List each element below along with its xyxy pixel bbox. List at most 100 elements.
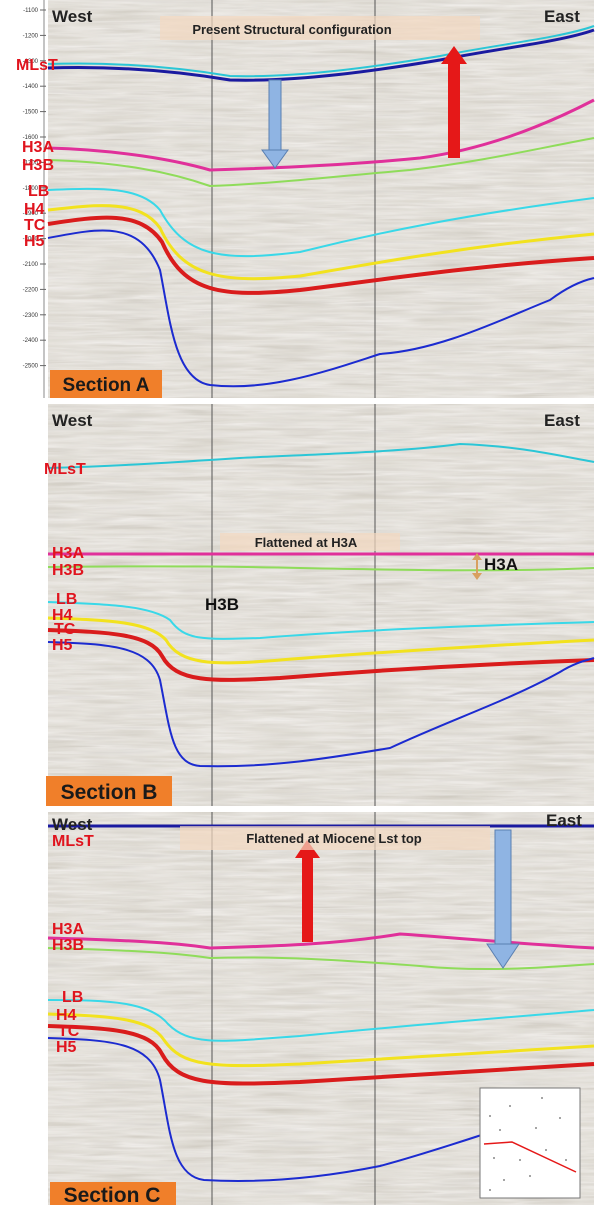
- horizon-label: LB: [62, 989, 83, 1006]
- well-dot: [541, 1097, 543, 1099]
- horizon-label: TC: [58, 1023, 80, 1040]
- horizon-lb: [47, 999, 595, 1042]
- well-dot: [559, 1117, 561, 1119]
- horizon-label: H3B: [22, 157, 54, 174]
- location-inset: [479, 1087, 581, 1199]
- horizon-tc: [47, 215, 595, 295]
- subsidence-arrow-blue: [486, 829, 520, 969]
- depth-tick-label: -1800: [23, 186, 39, 192]
- depth-tick-label: -1200: [23, 33, 39, 39]
- horizon-label: TC: [54, 621, 76, 638]
- section-label: Section C: [64, 1184, 161, 1205]
- horizon-label: H3A: [22, 139, 54, 156]
- horizon-h3a: [47, 98, 595, 172]
- well-dot: [503, 1179, 505, 1181]
- horizon-label: LB: [56, 591, 77, 608]
- horizon-label: H4: [56, 1007, 77, 1024]
- horizon-lb: [47, 601, 595, 640]
- well-dot: [493, 1157, 495, 1159]
- horizon-labels: MLsT H3A H3B LB H4 TC H5: [16, 57, 58, 250]
- horizon-h3b: [47, 137, 595, 188]
- title-banner: [220, 533, 400, 551]
- well-dot: [565, 1159, 567, 1161]
- depth-ticks: -1100 -1200 -1300 -1400 -1500 -1600 -1700 -1800…: [23, 8, 46, 370]
- depth-tick-label: -1900: [23, 211, 39, 217]
- depth-tick-label: -2000: [23, 237, 39, 243]
- horizon-label: H5: [52, 637, 73, 654]
- horizon-h3b: [47, 947, 595, 971]
- horizon-h5: [47, 229, 595, 388]
- west-label: West: [52, 411, 93, 430]
- section-badge: [46, 776, 172, 806]
- depth-tick-label: -2100: [23, 262, 39, 268]
- well-dot: [509, 1105, 511, 1107]
- horizon-mlst: [47, 442, 595, 469]
- horizon-label: H3A: [52, 545, 84, 562]
- panel-title: Flattened at H3A: [255, 535, 358, 550]
- well-dot: [535, 1127, 537, 1129]
- panel-title: Flattened at Miocene Lst top: [246, 831, 422, 846]
- horizon-tc: [47, 628, 595, 682]
- horizon-h4: [47, 204, 595, 281]
- depth-tick-label: -2200: [23, 287, 39, 293]
- well-dot: [499, 1129, 501, 1131]
- east-label: East: [544, 7, 580, 26]
- horizon-labels: MLsT H3A H3B LB H4 TC H5: [52, 833, 94, 1056]
- horizon-h3a: [47, 932, 595, 950]
- section-label: Section B: [61, 781, 158, 804]
- title-banner: [180, 826, 490, 850]
- horizon-h4: [47, 616, 595, 665]
- horizon-label: LB: [28, 183, 49, 200]
- depth-tick-label: -1300: [23, 59, 39, 65]
- well-dot: [489, 1189, 491, 1191]
- horizon-h5: [47, 1037, 561, 1183]
- horizon-label: H5: [56, 1039, 77, 1056]
- section-badge: [50, 1182, 176, 1205]
- seismic-texture-b: [48, 404, 594, 806]
- horizon-label: H4: [52, 607, 73, 624]
- panel-title: Present Structural configuration: [192, 22, 391, 37]
- well-dot: [489, 1115, 491, 1117]
- depth-tick-label: -1600: [23, 135, 39, 141]
- depth-tick-label: -1100: [23, 8, 39, 14]
- horizon-label: TC: [24, 217, 46, 234]
- section-badge: [50, 370, 162, 398]
- horizon-label: MLsT: [52, 833, 94, 850]
- west-label: West: [52, 7, 93, 26]
- depth-tick-label: -2400: [23, 338, 39, 344]
- horizon-tc: [47, 1024, 595, 1086]
- section-label: Section A: [63, 375, 150, 396]
- horizon-labels: MLsT H3A H3B LB H4 TC H5: [44, 461, 86, 654]
- horizon-lb: [47, 187, 595, 258]
- horizon-label: H3A: [52, 921, 84, 938]
- horizon-mlst-dark: [47, 28, 595, 82]
- panel-section-c: Flattened at Miocene Lst top West East M…: [47, 811, 595, 1205]
- horizon-label: H3B: [52, 937, 84, 954]
- horizon-h5: [47, 641, 595, 768]
- horizon-label: H5: [24, 233, 45, 250]
- subsidence-arrow-blue: [261, 79, 289, 169]
- depth-tick-label: -2500: [23, 364, 39, 370]
- depth-tick-label: -1500: [23, 110, 39, 116]
- well-dot: [519, 1159, 521, 1161]
- east-label: East: [544, 411, 580, 430]
- seismic-texture-a: [48, 0, 594, 398]
- horizon-h4: [47, 1012, 595, 1068]
- annotation-h3a: H3A: [484, 555, 518, 574]
- horizon-mlst: [47, 25, 595, 78]
- depth-tick-label: -2300: [23, 313, 39, 319]
- uplift-arrow-red: [441, 46, 467, 158]
- horizon-label: MLsT: [16, 57, 58, 74]
- depth-tick-label: -1400: [23, 84, 39, 90]
- arrow-head: [472, 553, 482, 560]
- horizon-h3b: [47, 565, 595, 572]
- horizon-label: H3B: [52, 562, 84, 579]
- horizon-label: H4: [24, 201, 45, 218]
- annotation-h3b: H3B: [205, 595, 239, 614]
- panel-section-a: -1100 -1200 -1300 -1400 -1500 -1600 -1700 -1800…: [16, 0, 595, 398]
- well-dot: [545, 1149, 547, 1151]
- east-label: East: [546, 811, 582, 830]
- horizon-label: MLsT: [44, 461, 86, 478]
- section-trace: [483, 1141, 577, 1173]
